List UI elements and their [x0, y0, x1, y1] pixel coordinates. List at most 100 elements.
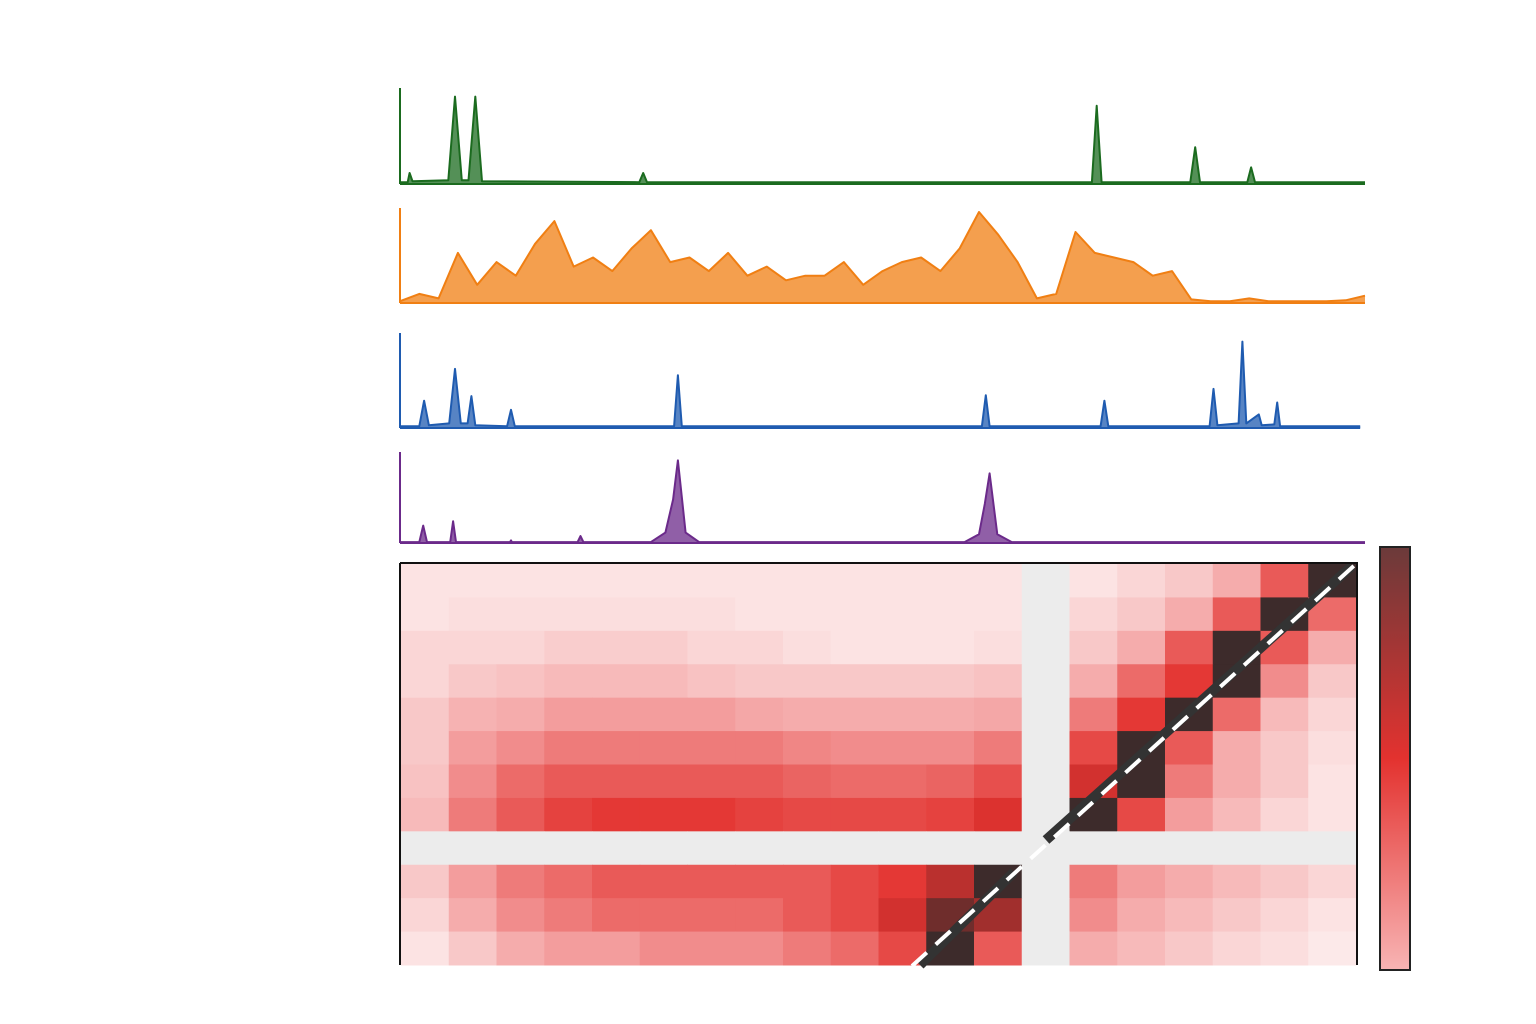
heatmap-gap: [592, 831, 641, 866]
heatmap-cell: [735, 664, 784, 699]
heatmap-cell: [974, 764, 1023, 799]
track-area: [400, 460, 1365, 543]
heatmap-cell: [1165, 597, 1214, 632]
heatmap-cell: [592, 664, 641, 699]
heatmap-cell: [1260, 764, 1309, 799]
heatmap-cell: [544, 597, 593, 632]
heatmap-cell: [1117, 630, 1166, 665]
heatmap-gap: [830, 831, 879, 866]
heatmap-cell: [1117, 931, 1166, 966]
heatmap-cell: [639, 931, 688, 966]
heatmap-cell: [1212, 597, 1261, 632]
heatmap-cell: [1212, 731, 1261, 765]
heatmap-cell: [1117, 898, 1166, 933]
heatmap-cell: [735, 864, 784, 899]
heatmap-cell: [448, 597, 497, 632]
heatmap-cell: [735, 597, 784, 632]
heatmap-cell: [592, 764, 641, 799]
heatmap-gap: [1165, 831, 1214, 866]
heatmap-cell: [401, 797, 450, 832]
heatmap-cell: [1308, 898, 1357, 933]
heatmap-cell: [401, 864, 450, 899]
heatmap-cell: [544, 797, 593, 832]
heatmap-cell: [496, 630, 545, 665]
heatmap-cell: [926, 864, 975, 899]
heatmap-cell: [448, 931, 497, 966]
heatmap: [401, 564, 1357, 966]
heatmap-cell: [544, 731, 593, 765]
heatmap-cell: [735, 764, 784, 799]
heatmap-gap: [1021, 731, 1070, 765]
heatmap-cell: [496, 898, 545, 933]
heatmap-cell: [496, 564, 545, 598]
heatmap-cell: [926, 731, 975, 765]
heatmap-cell: [878, 731, 927, 765]
heatmap-cell: [639, 597, 688, 632]
heatmap-cell: [687, 764, 736, 799]
heatmap-cell: [401, 697, 450, 732]
heatmap-gap: [1260, 831, 1309, 866]
heatmap-cell: [687, 731, 736, 765]
track-line: [399, 211, 1366, 303]
heatmap-cell: [783, 597, 832, 632]
heatmap-cell: [974, 697, 1023, 732]
heatmap-gap: [1021, 864, 1070, 899]
heatmap-cell: [974, 664, 1023, 699]
heatmap-cell: [830, 597, 879, 632]
heatmap-gap: [735, 831, 784, 866]
heatmap-cell: [1260, 731, 1309, 765]
heatmap-cell: [1165, 931, 1214, 966]
heatmap-cell: [1117, 597, 1166, 632]
heatmap-cell: [974, 931, 1023, 966]
heatmap-cell: [448, 864, 497, 899]
tracks: [399, 88, 1366, 544]
heatmap-cell: [1165, 898, 1214, 933]
heatmap-cell: [1212, 864, 1261, 899]
heatmap-cell: [926, 597, 975, 632]
heatmap-cell: [496, 797, 545, 832]
heatmap-cell: [1212, 931, 1261, 966]
heatmap-cell: [448, 898, 497, 933]
heatmap-cell: [639, 797, 688, 832]
heatmap-cell: [448, 630, 497, 665]
track-line: [400, 459, 1365, 544]
heatmap-gap: [1021, 597, 1070, 632]
heatmap-cell: [544, 630, 593, 665]
heatmap-gap: [401, 831, 450, 866]
heatmap-gap: [1021, 898, 1070, 933]
heatmap-cell: [1069, 731, 1118, 765]
heatmap-cell: [496, 697, 545, 732]
heatmap-cell: [1212, 797, 1261, 832]
track-area: [400, 212, 1365, 303]
heatmap-cell: [926, 764, 975, 799]
heatmap-cell: [783, 864, 832, 899]
heatmap-cell: [878, 564, 927, 598]
heatmap-cell: [830, 864, 879, 899]
heatmap-cell: [1260, 898, 1309, 933]
heatmap-cell: [1308, 697, 1357, 732]
heatmap-cell: [830, 697, 879, 732]
heatmap-cell: [401, 664, 450, 699]
heatmap-cell: [401, 931, 450, 966]
heatmap-cell: [878, 898, 927, 933]
heatmap-cell: [1260, 797, 1309, 832]
heatmap-gap: [544, 831, 593, 866]
heatmap-cell: [496, 664, 545, 699]
heatmap-cell: [448, 764, 497, 799]
heatmap-cell: [544, 931, 593, 966]
heatmap-cell: [1165, 764, 1214, 799]
heatmap-cell: [592, 898, 641, 933]
heatmap-cell: [783, 898, 832, 933]
heatmap-cell: [735, 630, 784, 665]
heatmap-gap: [974, 831, 1023, 866]
heatmap-cell: [783, 564, 832, 598]
heatmap-cell: [639, 731, 688, 765]
heatmap-cell: [592, 731, 641, 765]
heatmap-cell: [496, 731, 545, 765]
heatmap-cell: [1260, 564, 1309, 598]
heatmap-cell: [544, 664, 593, 699]
heatmap-gap: [687, 831, 736, 866]
heatmap-cell: [1069, 864, 1118, 899]
heatmap-cell: [830, 564, 879, 598]
heatmap-cell: [639, 864, 688, 899]
